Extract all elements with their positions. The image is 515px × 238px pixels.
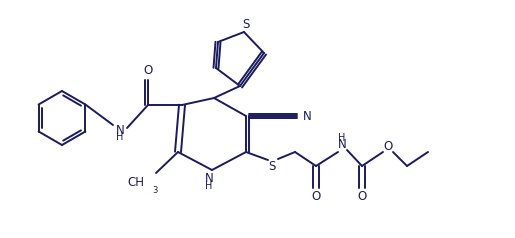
Text: N: N <box>303 109 312 123</box>
Text: N: N <box>338 139 347 152</box>
Text: CH: CH <box>127 177 144 189</box>
Text: S: S <box>243 18 250 30</box>
Text: N: N <box>204 173 213 185</box>
Text: O: O <box>312 190 321 203</box>
Text: O: O <box>357 190 367 203</box>
Text: O: O <box>383 139 392 153</box>
Text: N: N <box>116 124 125 137</box>
Text: H: H <box>338 133 346 143</box>
Text: H: H <box>116 132 124 142</box>
Text: O: O <box>143 64 152 78</box>
Text: S: S <box>268 159 276 173</box>
Text: 3: 3 <box>152 186 158 195</box>
Text: H: H <box>205 181 213 191</box>
